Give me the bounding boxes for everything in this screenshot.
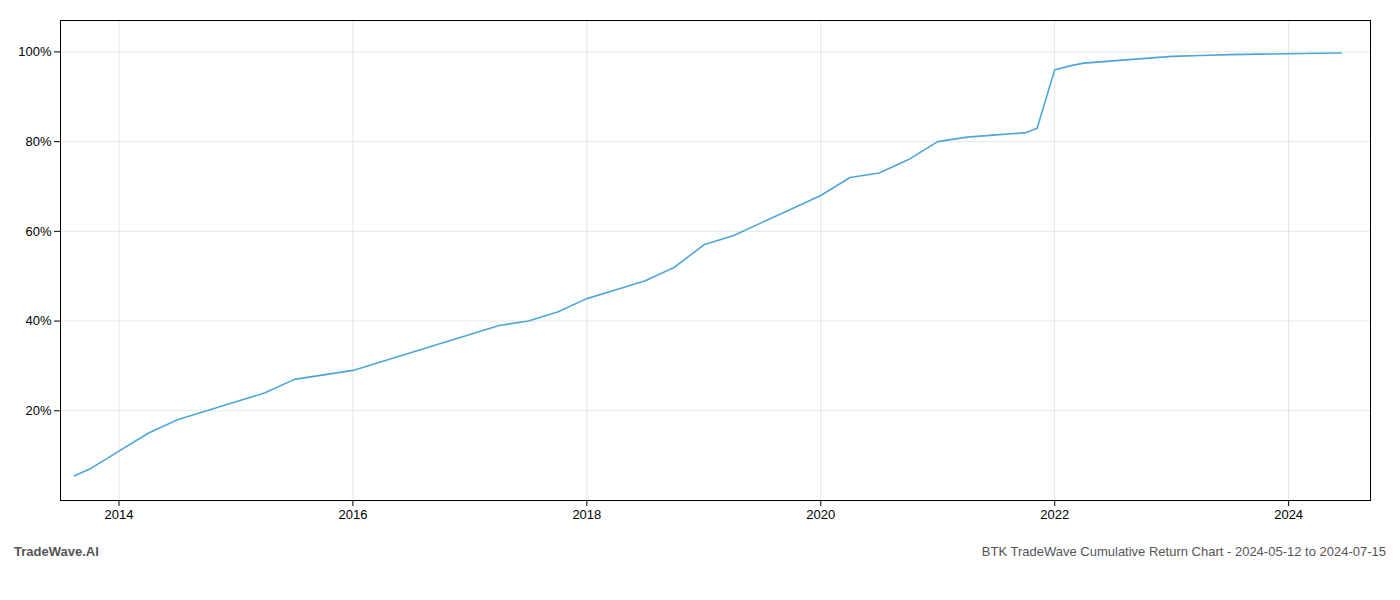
svg-text:2022: 2022: [1040, 507, 1069, 522]
svg-text:2014: 2014: [105, 507, 134, 522]
svg-text:40%: 40%: [25, 313, 51, 328]
svg-text:80%: 80%: [25, 134, 51, 149]
svg-text:2018: 2018: [572, 507, 601, 522]
svg-text:100%: 100%: [18, 44, 52, 59]
svg-text:60%: 60%: [25, 224, 51, 239]
svg-text:2020: 2020: [806, 507, 835, 522]
svg-text:2024: 2024: [1274, 507, 1303, 522]
html-text:TradeWave.AI: TradeWave.AI: [14, 544, 99, 559]
svg-text:2016: 2016: [338, 507, 367, 522]
html-text:BTK TradeWave Cumulative Retur: BTK TradeWave Cumulative Return Chart - …: [981, 544, 1386, 559]
svg-text:20%: 20%: [25, 403, 51, 418]
